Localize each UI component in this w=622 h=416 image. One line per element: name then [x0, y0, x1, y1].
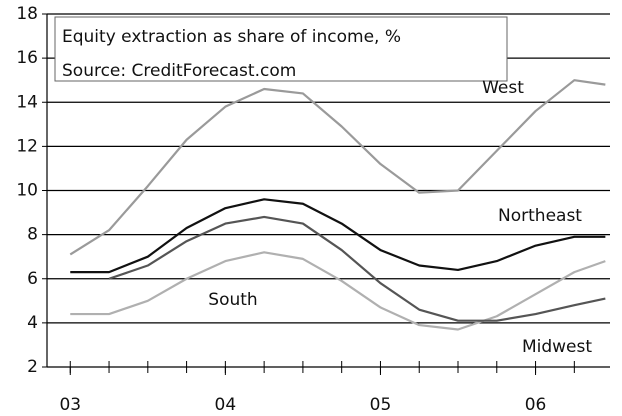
y-tick-label: 16: [16, 48, 38, 68]
y-tick-label: 4: [27, 313, 38, 333]
x-tick-label: 03: [59, 395, 81, 415]
series-line: [108, 215, 606, 322]
series-label: West: [482, 78, 524, 98]
x-tick-label: 04: [215, 395, 237, 415]
y-tick-label: 14: [16, 92, 38, 112]
chart-title: Equity extraction as share of income, %: [62, 27, 401, 47]
series-line: [69, 79, 606, 256]
x-tick-label: 05: [370, 395, 392, 415]
y-tick-label: 12: [16, 136, 38, 156]
series-label: Midwest: [522, 337, 592, 357]
y-tick-label: 6: [27, 269, 38, 289]
y-tick-label: 18: [16, 4, 38, 24]
series-line: [70, 251, 606, 331]
series-label: Northeast: [498, 206, 582, 226]
y-tick-label: 8: [27, 225, 38, 245]
y-tick-label: 2: [27, 357, 38, 377]
chart-subtitle: Source: CreditForecast.com: [62, 61, 296, 81]
series-label: South: [208, 290, 257, 310]
y-tick-label: 10: [16, 181, 38, 201]
x-tick-label: 06: [525, 395, 547, 415]
series-line: [70, 198, 606, 274]
title-box: [54, 16, 508, 82]
